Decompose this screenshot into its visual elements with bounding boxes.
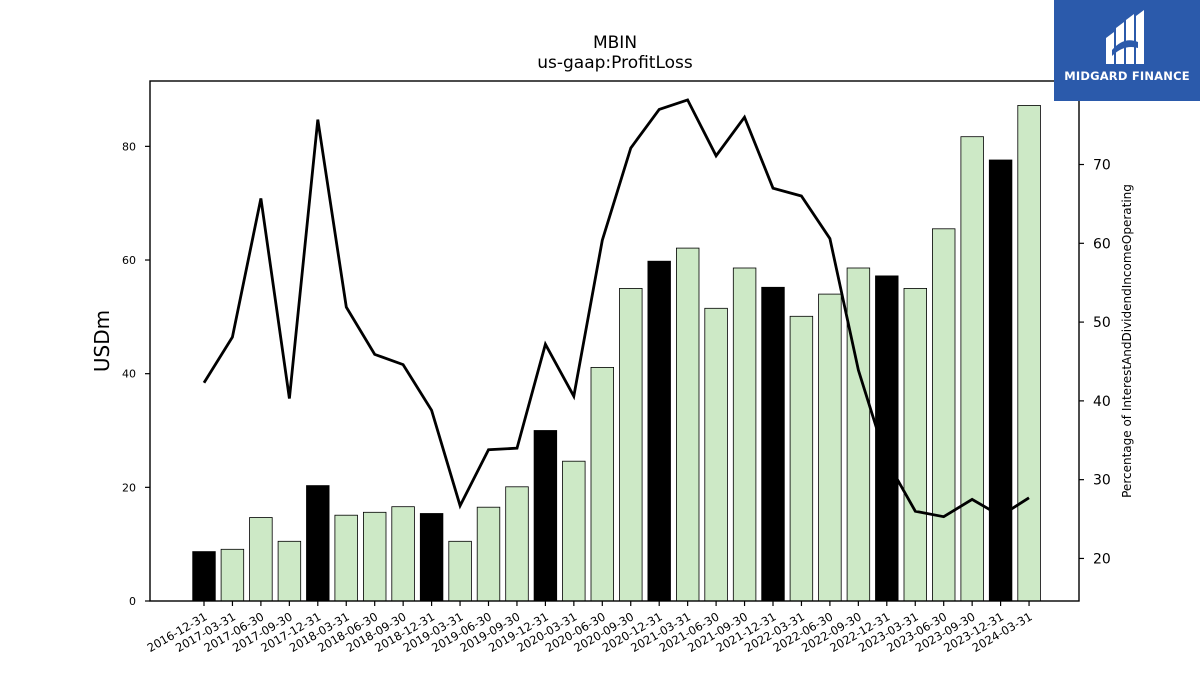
- bar-2021-03-31: [676, 247, 700, 602]
- bar-2017-09-30: [277, 540, 302, 602]
- bar-2020-12-31: [647, 260, 671, 602]
- line-series: [202, 98, 1030, 519]
- chart-title: MBIN: [593, 33, 637, 53]
- bar-2022-09-30: [846, 267, 871, 602]
- brand-logo: MIDGARD FINANCE: [1054, 0, 1200, 101]
- right-tick-label: 70: [1093, 158, 1111, 174]
- left-axis: 0 20 40 60 80: [122, 140, 150, 608]
- bar-2024-03-31: [1017, 105, 1041, 602]
- left-tick-label: 60: [122, 254, 136, 267]
- left-tick-label: 0: [129, 595, 136, 608]
- y2-axis-label: Percentage of InterestAndDividendIncomeO…: [1120, 184, 1134, 498]
- bar-2018-09-30: [391, 506, 415, 602]
- bar-2020-09-30: [619, 287, 643, 602]
- bar-2019-09-30: [505, 486, 529, 602]
- left-tick-label: 40: [122, 368, 136, 381]
- plot-frame: [149, 80, 1080, 602]
- bar-2021-12-31: [761, 286, 785, 602]
- y-axis-label: USDm: [90, 310, 114, 372]
- bar-2021-06-30: [704, 307, 728, 602]
- bar-2023-06-30: [932, 228, 956, 602]
- left-tick-label: 80: [122, 140, 136, 153]
- right-tick-label: 20: [1093, 551, 1111, 567]
- bar-2019-12-31: [533, 430, 558, 602]
- brand-name: MIDGARD FINANCE: [1064, 69, 1190, 83]
- bar-2023-12-31: [988, 159, 1013, 602]
- right-tick-label: 60: [1093, 236, 1111, 252]
- brand-mark-icon: [1106, 10, 1144, 64]
- bar-2017-06-30: [249, 517, 273, 602]
- bar-2020-03-31: [562, 460, 586, 602]
- bar-2021-09-30: [732, 267, 757, 602]
- bar-2017-12-31: [306, 485, 330, 602]
- bar-2018-12-31: [419, 513, 444, 602]
- right-tick-label: 50: [1093, 315, 1111, 331]
- line-path: [202, 98, 1030, 519]
- bar-2022-03-31: [789, 315, 814, 602]
- chart-subtitle: us-gaap:ProfitLoss: [537, 53, 693, 73]
- bar-2023-03-31: [903, 287, 928, 602]
- bar-series: [192, 105, 1041, 602]
- bar-2023-09-30: [960, 136, 984, 602]
- right-axis: 20 30 40 50 60 70: [1079, 158, 1111, 567]
- bar-2016-12-31: [192, 551, 216, 602]
- right-tick-label: 30: [1093, 473, 1111, 489]
- bar-2018-06-30: [362, 511, 387, 602]
- bar-2018-03-31: [334, 514, 358, 602]
- right-tick-label: 40: [1093, 394, 1111, 410]
- x-axis: 2016-12-312017-03-312017-06-302017-09-30…: [145, 601, 1035, 655]
- bar-2020-06-30: [590, 366, 615, 602]
- bar-2022-06-30: [818, 293, 842, 602]
- left-tick-label: 20: [122, 481, 136, 494]
- bar-2017-03-31: [220, 548, 245, 602]
- bar-2019-06-30: [476, 506, 501, 602]
- bar-2019-03-31: [448, 540, 472, 602]
